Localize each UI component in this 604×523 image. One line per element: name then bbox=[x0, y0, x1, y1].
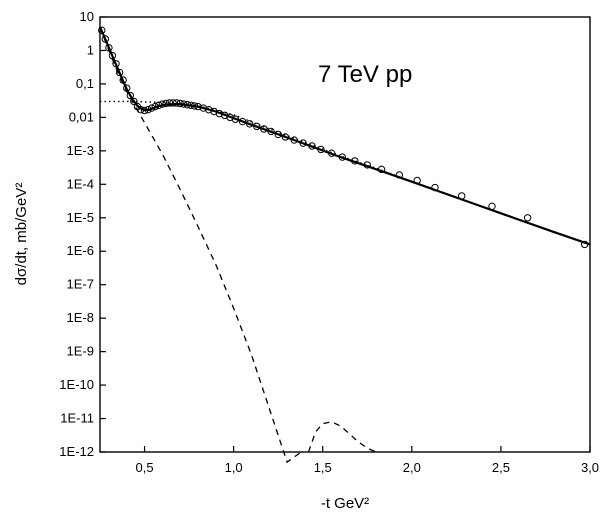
y-tick-label: 1E-5 bbox=[67, 210, 94, 225]
y-tick-label: 1E-6 bbox=[67, 243, 94, 258]
x-tick-label: 2,0 bbox=[403, 460, 421, 475]
x-axis-label: -t GeV² bbox=[321, 495, 369, 512]
data-point bbox=[523, 214, 532, 222]
y-axis-label: dσ/dt, mb/GeV² bbox=[13, 183, 30, 286]
y-tick-label: 10 bbox=[80, 9, 94, 24]
chart-title: 7 TeV pp bbox=[318, 61, 412, 88]
plot-frame bbox=[99, 16, 591, 453]
series-group bbox=[98, 26, 591, 464]
y-tick-label: 1E-4 bbox=[67, 176, 94, 191]
x-tick-label: 1,5 bbox=[314, 460, 332, 475]
y-tick-label: 1E-11 bbox=[60, 411, 94, 426]
x-axis-ticks: 0,5 1,0 1,5 2,0 2,5 3,0 bbox=[136, 446, 599, 475]
fit-curve-solid bbox=[98, 26, 591, 246]
y-tick-label: 1E-9 bbox=[67, 344, 94, 359]
y-tick-label: 1E-8 bbox=[67, 310, 94, 325]
curve-dashed-segment bbox=[99, 26, 302, 464]
x-tick-label: 2,5 bbox=[492, 460, 510, 475]
data-point bbox=[169, 99, 177, 107]
y-tick-label: 1E-7 bbox=[67, 277, 94, 292]
y-tick-label: 0,1 bbox=[76, 76, 94, 91]
x-tick-label: 1,0 bbox=[225, 460, 243, 475]
y-tick-label: 1E-3 bbox=[67, 143, 94, 158]
y-tick-label: 1 bbox=[87, 42, 94, 57]
y-tick-label: 1E-12 bbox=[59, 444, 94, 459]
x-tick-label: 0,5 bbox=[136, 460, 154, 475]
curve-dashed-segment bbox=[307, 421, 377, 453]
y-tick-label: 0,01 bbox=[69, 109, 94, 124]
x-tick-label: 3,0 bbox=[581, 460, 599, 475]
y-axis-ticks: 10 1 0,1 0,01 1E-3 1E-4 1E-5 1E-6 1E-7 1E-8 1E-9 1E… bbox=[59, 9, 106, 459]
y-tick-label: 1E-10 bbox=[59, 377, 94, 392]
